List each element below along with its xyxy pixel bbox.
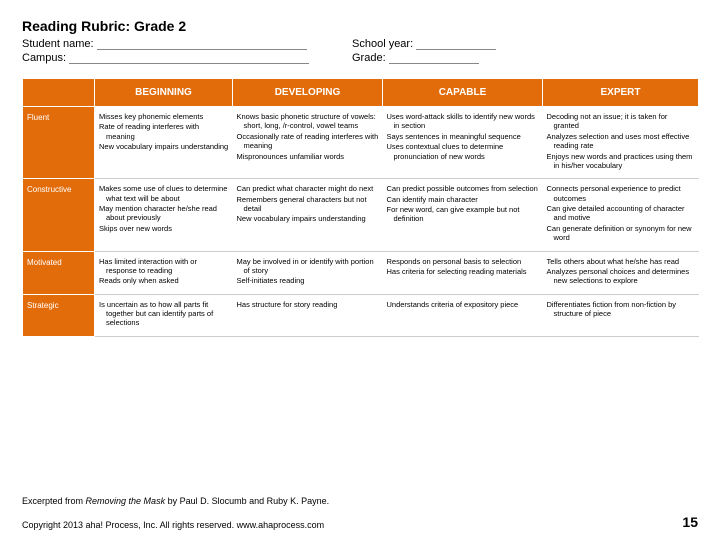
col-header-0: BEGINNING: [95, 79, 233, 107]
cell-3-3: Differentiates fiction from non-fiction …: [543, 294, 699, 336]
cell-1-2: Can predict possible outcomes from selec…: [383, 179, 543, 251]
row-label-3: Strategic: [23, 294, 95, 336]
row-label-0: Fluent: [23, 107, 95, 179]
rubric-table: BEGINNINGDEVELOPINGCAPABLEEXPERT FluentM…: [22, 78, 699, 337]
excerpt-line: Excerpted from Removing the Mask by Paul…: [22, 496, 698, 506]
corner-cell: [23, 79, 95, 107]
excerpt-title: Removing the Mask: [86, 496, 166, 506]
campus-blank: [69, 52, 309, 64]
copyright: Copyright 2013 aha! Process, Inc. All ri…: [22, 520, 324, 530]
excerpt-suffix: by Paul D. Slocumb and Ruby K. Payne.: [165, 496, 329, 506]
col-header-2: CAPABLE: [383, 79, 543, 107]
cell-2-3: Tells others about what he/she has readA…: [543, 251, 699, 294]
cell-0-0: Misses key phonemic elementsRate of read…: [95, 107, 233, 179]
row-label-1: Constructive: [23, 179, 95, 251]
cell-2-2: Responds on personal basis to selectionH…: [383, 251, 543, 294]
cell-3-0: Is uncertain as to how all parts fit tog…: [95, 294, 233, 336]
year-label: School year:: [352, 38, 413, 50]
cell-0-2: Uses word-attack skills to identify new …: [383, 107, 543, 179]
cell-0-1: Knows basic phonetic structure of vowels…: [233, 107, 383, 179]
year-blank: [416, 38, 496, 50]
cell-0-3: Decoding not an issue; it is taken for g…: [543, 107, 699, 179]
excerpt-prefix: Excerpted from: [22, 496, 86, 506]
student-blank: [97, 38, 307, 50]
page-title: Reading Rubric: Grade 2: [22, 18, 698, 34]
cell-1-0: Makes some use of clues to determine wha…: [95, 179, 233, 251]
row-label-2: Motivated: [23, 251, 95, 294]
cell-2-0: Has limited interaction with or response…: [95, 251, 233, 294]
col-header-1: DEVELOPING: [233, 79, 383, 107]
cell-3-1: Has structure for story reading: [233, 294, 383, 336]
campus-label: Campus:: [22, 52, 66, 64]
cell-2-1: May be involved in or identify with port…: [233, 251, 383, 294]
cell-1-3: Connects personal experience to predict …: [543, 179, 699, 251]
meta-row-2: Campus: Grade:: [22, 52, 698, 64]
footer: Excerpted from Removing the Mask by Paul…: [22, 496, 698, 530]
grade-label: Grade:: [352, 52, 386, 64]
cell-3-2: Understands criteria of expository piece: [383, 294, 543, 336]
cell-1-1: Can predict what character might do next…: [233, 179, 383, 251]
page-number: 15: [682, 514, 698, 530]
grade-blank: [389, 52, 479, 64]
meta-row-1: Student name: School year:: [22, 38, 698, 50]
col-header-3: EXPERT: [543, 79, 699, 107]
student-label: Student name:: [22, 38, 94, 50]
